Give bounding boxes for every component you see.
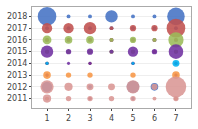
- svg-text:2015: 2015: [7, 47, 27, 56]
- svg-text:2017: 2017: [7, 24, 27, 33]
- svg-text:2018: 2018: [7, 12, 27, 21]
- svg-text:7: 7: [173, 114, 178, 123]
- svg-text:5: 5: [130, 114, 135, 123]
- svg-text:2013: 2013: [7, 71, 27, 80]
- svg-text:2016: 2016: [7, 36, 27, 45]
- svg-text:4: 4: [109, 114, 114, 123]
- svg-text:6: 6: [152, 114, 157, 123]
- svg-text:2014: 2014: [7, 59, 27, 68]
- svg-text:3: 3: [87, 114, 92, 123]
- svg-text:1: 1: [44, 114, 49, 123]
- svg-text:2011: 2011: [7, 94, 27, 103]
- svg-text:2012: 2012: [7, 83, 27, 92]
- svg-text:2: 2: [66, 114, 71, 123]
